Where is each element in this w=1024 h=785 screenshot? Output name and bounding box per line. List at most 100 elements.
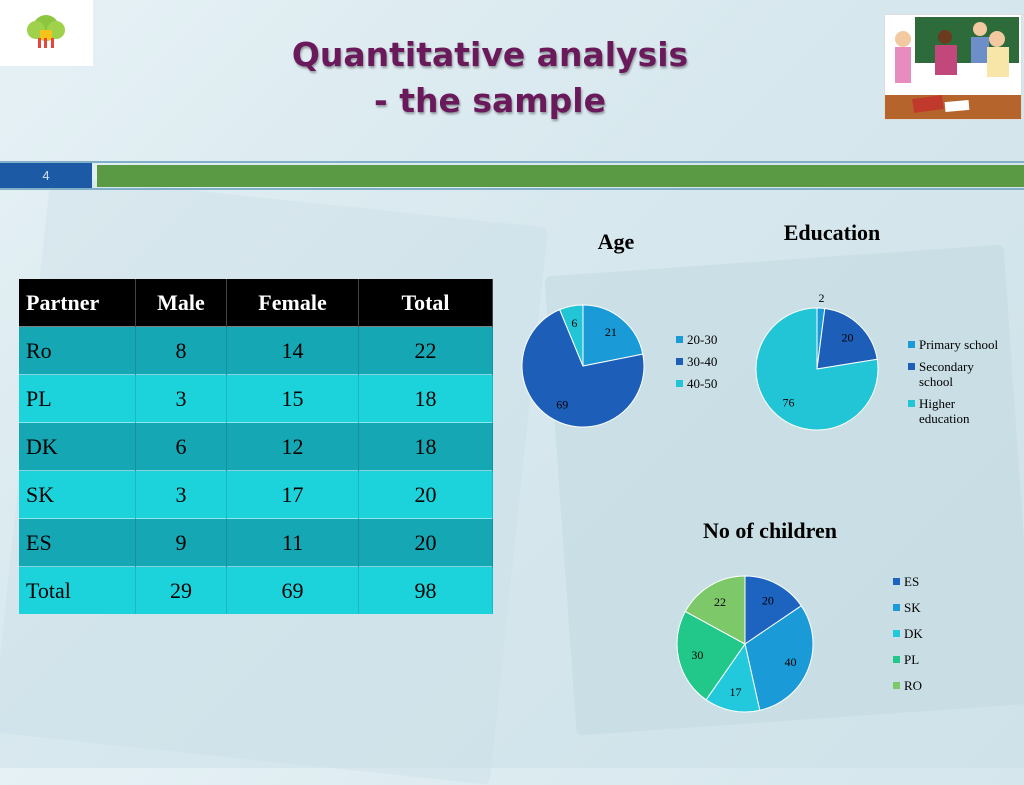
data-label: 69	[556, 398, 568, 412]
pie-slice-20-30	[582, 304, 644, 367]
legend-swatch	[908, 341, 915, 348]
pie-slice-30-40	[521, 308, 645, 428]
classroom-clipart	[884, 14, 1022, 120]
legend-swatch	[893, 682, 900, 689]
table-row: ES 9 11 20	[19, 518, 493, 567]
table-row: SK 3 17 20	[19, 470, 493, 519]
data-label: 76	[783, 395, 795, 409]
education-pie-chart: 2 20 76	[755, 291, 879, 431]
legend-swatch	[908, 400, 915, 407]
education-chart-title: Education	[783, 220, 881, 245]
legend-item: Primary school	[908, 337, 1000, 352]
title-line-1: Quantitative analysis	[291, 35, 689, 74]
pie-slice-dk	[705, 642, 761, 713]
legend-label: DK	[904, 626, 923, 641]
table-cell: 20	[358, 470, 493, 519]
data-label: 20	[842, 330, 854, 344]
legend-swatch	[893, 604, 900, 611]
age-legend: 20-30 30-40 40-50	[676, 332, 756, 398]
legend-label: Secondary school	[919, 359, 974, 389]
table-cell: PL	[19, 374, 136, 423]
legend-label: PL	[904, 652, 920, 667]
children-legend: ES SK DK PL RO	[893, 574, 973, 704]
table-cell: 20	[358, 518, 493, 567]
data-label: 6	[571, 316, 577, 330]
legend-swatch	[676, 358, 683, 365]
table-row: Ro 8 14 22	[19, 326, 493, 375]
education-legend: Primary school Secondary school Higher edu…	[908, 337, 1000, 433]
legend-label: 40-50	[687, 376, 718, 391]
table-cell: 29	[135, 566, 227, 614]
legend-item: 20-30	[676, 332, 756, 347]
partner-table: Partner Male Female Total Ro 8 14 22 PL …	[19, 279, 493, 614]
legend-label: Primary school	[919, 337, 999, 352]
legend-label: ES	[904, 574, 920, 589]
title-line-2: - the sample	[374, 81, 606, 120]
legend-swatch	[676, 336, 683, 343]
table-row: DK 6 12 18	[19, 422, 493, 471]
data-label: 30	[691, 648, 703, 662]
green-band	[97, 165, 1024, 187]
legend-swatch	[893, 578, 900, 585]
slide-number: 4	[42, 168, 50, 183]
pie-slice-pl	[676, 610, 746, 701]
legend-item: 30-40	[676, 354, 756, 369]
table-cell: 22	[358, 326, 493, 375]
table-cell: 12	[226, 422, 359, 471]
legend-swatch	[893, 630, 900, 637]
header-partner: Partner	[19, 279, 136, 327]
data-label: 22	[714, 595, 726, 609]
data-label: 17	[730, 685, 742, 699]
table-cell: 17	[226, 470, 359, 519]
table-cell: 3	[135, 470, 227, 519]
header-total: Total	[358, 279, 493, 327]
legend-label: 30-40	[687, 354, 718, 369]
divider-line-bottom	[0, 188, 1024, 190]
table-cell: Ro	[19, 326, 136, 375]
data-label: 40	[785, 655, 797, 669]
table-cell: 18	[358, 374, 493, 423]
table-cell: DK	[19, 422, 136, 471]
legend-swatch	[676, 380, 683, 387]
table-cell: 8	[135, 326, 227, 375]
legend-item: Secondary school	[908, 359, 1000, 389]
header-male: Male	[135, 279, 227, 327]
legend-item: 40-50	[676, 376, 756, 391]
table-cell: 18	[358, 422, 493, 471]
legend-item: ES	[893, 574, 973, 589]
data-label: 2	[819, 291, 825, 305]
table-cell: Total	[19, 566, 136, 614]
header-female: Female	[226, 279, 359, 327]
table-cell: 98	[358, 566, 493, 614]
table-cell: 11	[226, 518, 359, 567]
table-cell: 9	[135, 518, 227, 567]
legend-item: DK	[893, 626, 973, 641]
age-chart-title: Age	[597, 229, 635, 254]
legend-swatch	[893, 656, 900, 663]
legend-item: PL	[893, 652, 973, 667]
table-row: Total 29 69 98	[19, 566, 493, 614]
table-cell: 3	[135, 374, 227, 423]
slide-title: Quantitative analysis - the sample	[230, 32, 750, 124]
divider-line-top	[0, 161, 1024, 163]
table-header-row: Partner Male Female Total	[19, 279, 493, 327]
table-cell: 15	[226, 374, 359, 423]
pie-slice-es	[744, 575, 802, 645]
pie-slice-40-50	[559, 304, 584, 367]
pie-slice-ro	[684, 575, 746, 645]
table-cell: ES	[19, 518, 136, 567]
slide-number-band	[0, 163, 92, 188]
pie-slice-sk	[744, 605, 814, 711]
legend-label: Higher education	[919, 396, 970, 426]
children-chart-title: No of children	[702, 518, 838, 543]
legend-item: Higher education	[908, 396, 1000, 426]
legend-label: RO	[904, 678, 923, 693]
table-cell: 69	[226, 566, 359, 614]
pie-slice-higher-education	[755, 307, 879, 431]
logo	[0, 0, 93, 66]
table-cell: 14	[226, 326, 359, 375]
children-pie-chart: 20 40 17 30 22	[676, 575, 814, 713]
table-cell: 6	[135, 422, 227, 471]
legend-swatch	[908, 363, 915, 370]
age-pie-chart: 21 69 6	[521, 304, 645, 428]
